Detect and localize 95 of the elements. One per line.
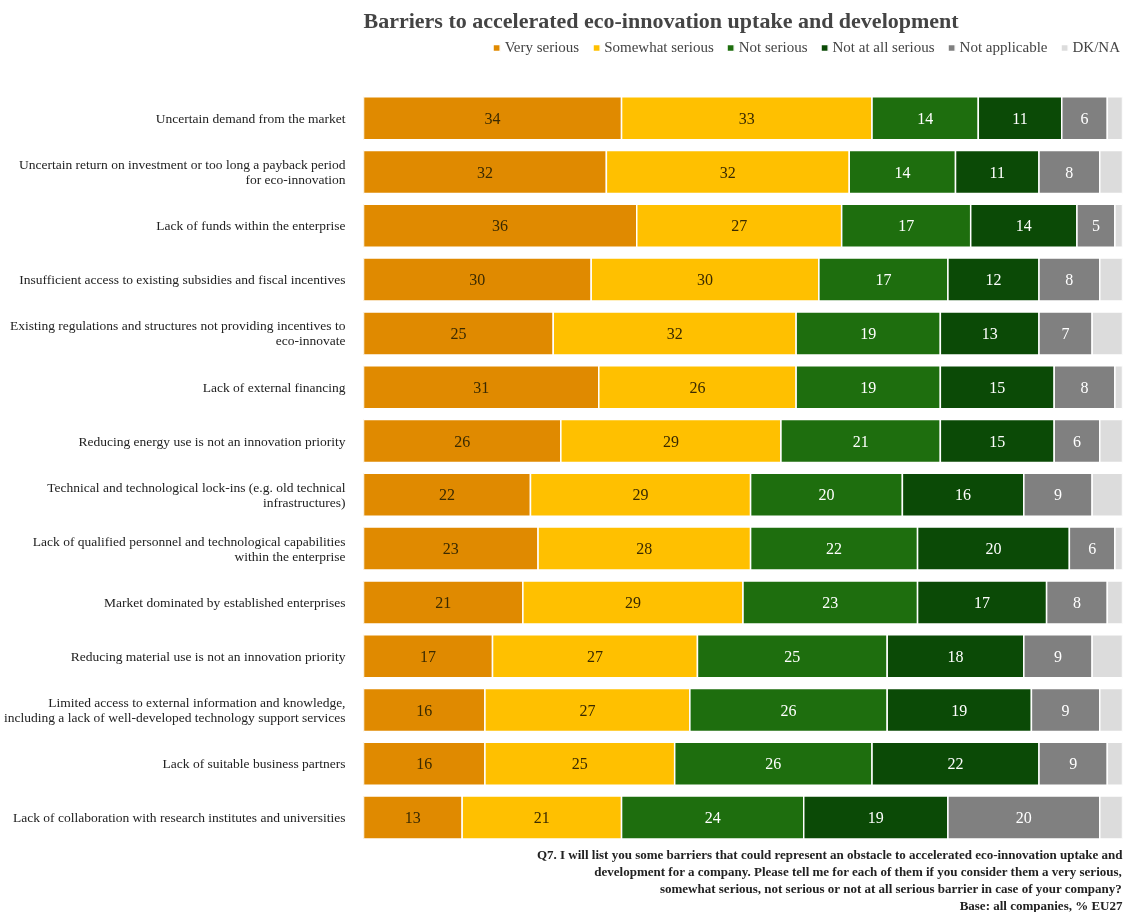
data-label: 17 bbox=[875, 271, 892, 289]
y-tick-label: Existing regulations and structures not providing incentives to eco-innovate bbox=[9, 318, 346, 349]
data-label: 21 bbox=[533, 809, 550, 827]
data-label: 19 bbox=[860, 378, 877, 396]
data-label: 34 bbox=[484, 109, 501, 127]
data-label: 29 bbox=[662, 432, 679, 450]
data-label: 30 bbox=[469, 271, 486, 289]
data-label: 9 bbox=[1061, 701, 1070, 719]
data-label: 6 bbox=[1072, 432, 1081, 450]
data-label: 6 bbox=[1080, 109, 1089, 127]
data-label: 19 bbox=[951, 701, 968, 719]
data-label: 26 bbox=[780, 701, 797, 719]
data-label: 13 bbox=[981, 324, 998, 342]
data-label: 16 bbox=[416, 755, 433, 773]
data-label: 15 bbox=[989, 432, 1006, 450]
data-label: 32 bbox=[666, 324, 683, 342]
y-tick-label: Lack of external financing bbox=[202, 379, 346, 395]
data-label: 20 bbox=[985, 540, 1002, 558]
data-label: 25 bbox=[571, 755, 588, 773]
text: development for a company. Please tell me for each of them if you consider them a very serious, bbox=[594, 863, 1122, 879]
data-label: 13 bbox=[404, 809, 421, 827]
data-label: 15 bbox=[989, 378, 1006, 396]
data-label: 8 bbox=[1080, 378, 1089, 396]
data-label: 9 bbox=[1069, 755, 1078, 773]
data-label: 14 bbox=[917, 109, 934, 127]
data-label: 25 bbox=[784, 647, 801, 665]
data-label: 17 bbox=[898, 217, 915, 235]
legend-label: Very serious bbox=[504, 39, 580, 56]
y-tick-label: Lack of qualified personnel and technological capabilities within the enterprise bbox=[32, 533, 346, 564]
text: somewhat serious, not serious or not at all serious barrier in case of your company? bbox=[659, 880, 1122, 896]
data-label: 29 bbox=[632, 486, 649, 504]
data-label: 20 bbox=[1015, 809, 1032, 827]
y-tick-label: Reducing energy use is not an innovation priority bbox=[78, 433, 346, 449]
data-label: 8 bbox=[1072, 593, 1081, 611]
data-label: 7 bbox=[1061, 324, 1070, 342]
data-label: 11 bbox=[1012, 109, 1028, 127]
y-tick-label: Insufficient access to existing subsidies and fiscal incentives bbox=[19, 272, 346, 288]
y-tick-label: Reducing material use is not an innovation priority bbox=[70, 648, 346, 664]
data-label: 14 bbox=[894, 163, 911, 181]
data-label: 27 bbox=[586, 647, 603, 665]
data-label: 30 bbox=[697, 271, 714, 289]
y-tick-label: Lack of funds within the enterprise bbox=[156, 218, 346, 234]
y-tick-label: Limited access to external information and knowledge, including a lack of well-developed technology support services bbox=[3, 695, 346, 725]
data-label: 19 bbox=[867, 809, 884, 827]
data-label: 27 bbox=[579, 701, 596, 719]
y-tick-label: Lack of suitable business partners bbox=[162, 756, 346, 772]
data-label: 12 bbox=[985, 271, 1002, 289]
data-label: 22 bbox=[438, 486, 455, 504]
data-label: 17 bbox=[420, 647, 437, 665]
data-label: 23 bbox=[442, 540, 459, 558]
data-label: 26 bbox=[689, 378, 706, 396]
data-label: 36 bbox=[492, 217, 509, 235]
data-label: 8 bbox=[1065, 271, 1074, 289]
data-label: 9 bbox=[1053, 486, 1062, 504]
legend-label: Not serious bbox=[738, 39, 808, 56]
data-label: 21 bbox=[435, 593, 452, 611]
data-label: 11 bbox=[989, 163, 1005, 181]
data-label: 22 bbox=[826, 540, 843, 558]
legend-label: Not applicable bbox=[959, 39, 1048, 56]
y-tick-label: Lack of collaboration with research institutes and universities bbox=[12, 810, 346, 826]
data-label: 16 bbox=[416, 701, 433, 719]
data-label: 29 bbox=[624, 593, 641, 611]
data-label: 26 bbox=[454, 432, 471, 450]
data-label: 31 bbox=[473, 378, 490, 396]
y-tick-label: Uncertain return on investment or too long a payback period for eco-innovation bbox=[18, 157, 346, 187]
text: Base: all companies, % EU27 bbox=[959, 897, 1123, 913]
data-label: 24 bbox=[704, 809, 721, 827]
y-tick-label: Uncertain demand from the market bbox=[155, 110, 346, 126]
chart-title: Barriers to accelerated eco-innovation uptake and development bbox=[363, 7, 960, 33]
data-label: 22 bbox=[947, 755, 964, 773]
data-label: 21 bbox=[852, 432, 869, 450]
data-label: 18 bbox=[947, 647, 964, 665]
data-label: 5 bbox=[1091, 217, 1100, 235]
data-label: 8 bbox=[1065, 163, 1074, 181]
data-label: 33 bbox=[738, 109, 755, 127]
data-label: 9 bbox=[1053, 647, 1062, 665]
data-label: 17 bbox=[974, 593, 991, 611]
data-label: 23 bbox=[822, 593, 839, 611]
data-label: 6 bbox=[1088, 540, 1097, 558]
data-label: 19 bbox=[860, 324, 877, 342]
data-label: 25 bbox=[450, 324, 467, 342]
data-label: 32 bbox=[476, 163, 493, 181]
legend-label: Not at all serious bbox=[832, 39, 935, 56]
y-tick-label: Technical and technological lock-ins (e.g. old technical infrastructures) bbox=[47, 479, 346, 510]
y-tick-label: Market dominated by established enterprises bbox=[104, 594, 346, 610]
data-label: 26 bbox=[765, 755, 782, 773]
legend-label: Somewhat serious bbox=[604, 39, 714, 56]
data-label: 32 bbox=[719, 163, 736, 181]
data-label: 27 bbox=[731, 217, 748, 235]
legend-label: DK/NA bbox=[1072, 39, 1120, 56]
data-label: 16 bbox=[955, 486, 972, 504]
text: Q7. I will list you some barriers that could represent an obstacle to accelerated eco-innovation uptake and bbox=[536, 846, 1124, 862]
data-label: 20 bbox=[818, 486, 835, 504]
data-label: 14 bbox=[1015, 217, 1032, 235]
data-label: 28 bbox=[636, 540, 653, 558]
